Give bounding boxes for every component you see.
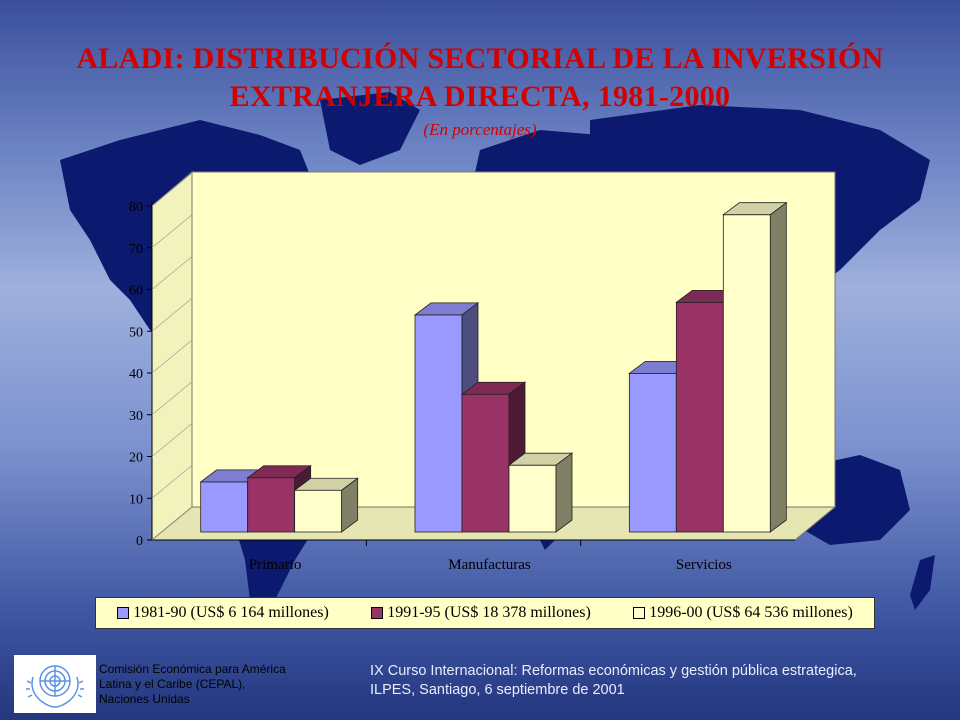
course-line-2: ILPES, Santiago, 6 septiembre de 2001 <box>370 682 625 698</box>
legend-swatch-1996-00 <box>633 607 646 619</box>
bar-servicios-1991-95 <box>675 301 724 533</box>
y-grid-diagonal <box>151 256 193 290</box>
org-line-3: Naciones Unidas <box>99 692 190 706</box>
bar-servicios-1996-00 <box>722 214 771 533</box>
legend-swatch-1991-95 <box>371 607 384 619</box>
chart-title: ALADI: DISTRIBUCIÓN SECTORIAL DE LA INVE… <box>20 40 940 116</box>
org-line-2: Latina y el Caribe (CEPAL), <box>99 677 246 691</box>
org-line-1: Comisión Económica para América <box>99 662 286 676</box>
y-tick-label: 60 <box>129 284 143 299</box>
legend-label-1981-90: 1981-90 (US$ 6 164 millones) <box>133 604 329 621</box>
y-grid-diagonal <box>151 506 193 541</box>
legend-item-1981-90: 1981-90 (US$ 6 164 millones) <box>117 604 329 622</box>
y-tick-label: 0 <box>136 534 143 549</box>
y-tick-label: 50 <box>129 325 143 340</box>
un-logo <box>14 655 96 713</box>
legend-label-1996-00: 1996-00 (US$ 64 536 millones) <box>649 604 853 621</box>
footer-organization: Comisión Económica para América Latina y… <box>99 662 319 707</box>
greenland-shape <box>320 92 420 165</box>
chart-title-line2: EXTRANJERA DIRECTA, 1981-2000 <box>229 80 731 113</box>
legend-item-1991-95: 1991-95 (US$ 18 378 millones) <box>371 604 591 622</box>
bar-side-manufacturas-1996-00 <box>555 452 573 533</box>
y-tick-label: 30 <box>129 409 143 424</box>
bar-manufacturas-1981-90 <box>414 314 463 533</box>
chart-legend: 1981-90 (US$ 6 164 millones) 1991-95 (US… <box>95 597 875 629</box>
legend-swatch-1981-90 <box>117 607 130 619</box>
bar-primario-1991-95 <box>247 477 296 533</box>
legend-item-1996-00: 1996-00 (US$ 64 536 millones) <box>633 604 853 622</box>
x-category-label: Primario <box>249 557 302 573</box>
y-grid-diagonal <box>151 214 193 248</box>
footer-course-info: IX Curso Internacional: Reformas económi… <box>370 662 950 700</box>
y-tick-label: 80 <box>129 200 143 215</box>
x-category-label: Servicios <box>676 557 732 573</box>
y-grid-diagonal <box>151 339 193 374</box>
bar-servicios-1981-90 <box>628 372 677 533</box>
y-tick-label: 70 <box>129 242 143 257</box>
bar-primario-1981-90 <box>200 481 249 533</box>
y-grid-diagonal <box>151 172 193 207</box>
y-grid-diagonal <box>151 381 193 415</box>
y-tick-label: 40 <box>129 367 143 382</box>
chart-title-line1: ALADI: DISTRIBUCIÓN SECTORIAL DE LA INVE… <box>76 42 884 75</box>
y-grid-diagonal <box>151 298 193 332</box>
new-zealand-shape <box>910 555 935 610</box>
bar-manufacturas-1991-95 <box>461 393 510 533</box>
bar-manufacturas-1996-00 <box>508 464 557 533</box>
y-tick-label: 20 <box>129 451 143 466</box>
bar-side-servicios-1996-00 <box>769 201 787 533</box>
plot-side-wall <box>151 170 193 542</box>
chart-subtitle: (En porcentajes) <box>423 120 537 139</box>
y-tick-label: 10 <box>129 492 143 507</box>
legend-label-1991-95: 1991-95 (US$ 18 378 millones) <box>387 604 591 621</box>
bar-side-primario-1996-00 <box>341 477 359 533</box>
y-grid-diagonal <box>151 423 193 457</box>
bar-primario-1996-00 <box>294 489 343 533</box>
x-category-label: Manufacturas <box>448 557 531 573</box>
un-emblem-icon <box>26 665 84 708</box>
course-line-1: IX Curso Internacional: Reformas económi… <box>370 663 857 679</box>
y-grid-diagonal <box>151 465 193 499</box>
